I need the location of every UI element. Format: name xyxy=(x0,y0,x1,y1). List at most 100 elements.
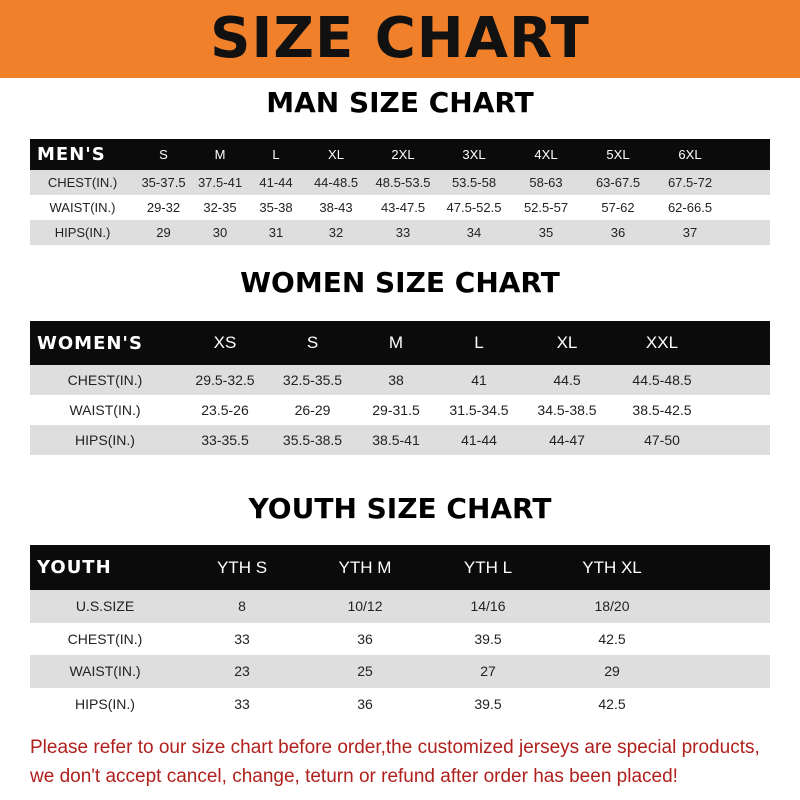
cell: 36 xyxy=(357,695,373,712)
cell: 47-50 xyxy=(644,432,680,448)
cell: 4XL xyxy=(534,147,558,162)
cell: 5XL xyxy=(606,147,630,162)
women-size-table: WOMEN'S XS S M L XL XXL CHEST(IN.) 29.5-32.5 32.5… xyxy=(30,321,770,455)
cell: 44.5-48.5 xyxy=(632,372,692,388)
cell: 29-32 xyxy=(146,200,181,215)
cell: 6XL xyxy=(678,147,702,162)
cell: 42.5 xyxy=(598,630,626,647)
table-row: U.S.SIZE 8 10/12 14/16 18/20 xyxy=(30,590,770,623)
cell: 53.5-58 xyxy=(451,175,497,190)
cell: 48.5-53.5 xyxy=(375,175,431,190)
cell: 35.5-38.5 xyxy=(282,432,343,448)
cell: 32-35 xyxy=(203,200,237,215)
table-row: HIPS(IN.) 33-35.5 35.5-38.5 38.5-41 41-44 44-… xyxy=(30,425,770,455)
cell: 14/16 xyxy=(470,598,506,615)
row-label: CHEST(IN.) xyxy=(67,630,143,647)
cell: 38-43 xyxy=(319,200,353,215)
row-label: HIPS(IN.) xyxy=(75,695,135,712)
cell: S xyxy=(306,333,319,352)
women-section-title: WOMEN SIZE CHART xyxy=(240,266,560,299)
cell: 29 xyxy=(604,663,620,680)
cell: 37.5-41 xyxy=(197,175,243,190)
cell: 23 xyxy=(234,663,250,680)
cell: M xyxy=(388,333,404,352)
cell: 41-44 xyxy=(461,432,497,448)
cell: 44-48.5 xyxy=(313,175,359,190)
cell: 31 xyxy=(268,225,284,240)
page-title: SIZE CHART xyxy=(210,6,590,71)
table-row: WAIST(IN.) 23 25 27 29 xyxy=(30,655,770,688)
cell: 33 xyxy=(234,695,250,712)
cell: L xyxy=(272,147,280,162)
cell: XL xyxy=(556,333,578,352)
table-row: WAIST(IN.) 23.5-26 26-29 29-31.5 31.5-34.5 34… xyxy=(30,395,770,425)
cell: 36 xyxy=(357,630,373,647)
cell: 29 xyxy=(156,225,171,240)
cell: 38 xyxy=(388,372,404,388)
cell: 34 xyxy=(466,225,482,240)
cell: 33 xyxy=(395,225,411,240)
youth-size-table: YOUTH YTH S YTH M YTH L YTH XL U.S.SIZE 8 10/12… xyxy=(30,545,770,720)
cell: XXL xyxy=(645,333,679,352)
cell: 35 xyxy=(538,225,554,240)
cell: 26-29 xyxy=(294,402,331,418)
table-header-row: YOUTH YTH S YTH M YTH L YTH XL xyxy=(30,545,770,590)
row-label: CHEST(IN.) xyxy=(67,372,143,388)
cell: 35-37.5 xyxy=(141,175,186,190)
cell: 29-31.5 xyxy=(372,402,420,418)
cell: 32 xyxy=(328,225,344,240)
youth-section-title: YOUTH SIZE CHART xyxy=(248,492,552,525)
men-section-title: MAN SIZE CHART xyxy=(266,86,534,119)
cell: 25 xyxy=(357,663,373,680)
row-label: HIPS(IN.) xyxy=(54,225,111,240)
cell: 42.5 xyxy=(598,695,626,712)
cell: 47.5-52.5 xyxy=(446,200,502,215)
table-header-row: WOMEN'S XS S M L XL XXL xyxy=(30,321,770,365)
men-size-table: MEN'S S M L XL 2XL 3XL 4XL 5XL 6XL CHEST(IN.) 35-37… xyxy=(30,139,770,245)
row-label: WOMEN'S xyxy=(37,332,143,354)
table-row: CHEST(IN.) 29.5-32.5 32.5-35.5 38 41 44.5 44.5… xyxy=(30,365,770,395)
table-row: CHEST(IN.) 33 36 39.5 42.5 xyxy=(30,622,770,655)
cell: 8 xyxy=(238,598,246,615)
title-banner: SIZE CHART xyxy=(0,0,800,78)
disclaimer-note: Please refer to our size chart before or… xyxy=(30,733,790,791)
cell: 41-44 xyxy=(259,175,293,190)
cell: 35-38 xyxy=(259,200,293,215)
cell: 44-47 xyxy=(549,432,585,448)
cell: S xyxy=(159,147,168,162)
row-label: HIPS(IN.) xyxy=(75,432,135,448)
cell: 57-62 xyxy=(601,200,635,215)
cell: 2XL xyxy=(391,147,415,162)
note-line-1: Please refer to our size chart before or… xyxy=(30,737,760,758)
cell: 36 xyxy=(610,225,626,240)
cell: 33-35.5 xyxy=(201,432,249,448)
cell: 32.5-35.5 xyxy=(282,372,343,388)
cell: 3XL xyxy=(462,147,486,162)
cell: 37 xyxy=(682,225,698,240)
cell: 18/20 xyxy=(594,598,630,615)
cell: YTH M xyxy=(338,557,392,577)
cell: XL xyxy=(328,147,344,162)
table-row: HIPS(IN.) 29 30 31 32 33 34 35 36 37 xyxy=(30,220,770,245)
row-label: WAIST(IN.) xyxy=(69,663,141,680)
cell: YTH S xyxy=(216,557,268,577)
row-label: CHEST(IN.) xyxy=(47,175,118,190)
cell: 63-67.5 xyxy=(595,175,641,190)
cell: 10/12 xyxy=(347,598,383,615)
row-label: WAIST(IN.) xyxy=(49,200,116,215)
cell: M xyxy=(214,147,226,162)
cell: 39.5 xyxy=(474,630,502,647)
cell: 38.5-41 xyxy=(372,432,420,448)
cell: 38.5-42.5 xyxy=(632,402,692,418)
cell: YTH L xyxy=(463,557,513,577)
cell: 33 xyxy=(234,630,250,647)
cell: 43-47.5 xyxy=(380,200,426,215)
cell: 67.5-72 xyxy=(667,175,713,190)
cell: 44.5 xyxy=(553,372,581,388)
cell: 39.5 xyxy=(474,695,502,712)
cell: 23.5-26 xyxy=(201,402,249,418)
cell: 29.5-32.5 xyxy=(195,372,255,388)
cell: 62-66.5 xyxy=(667,200,713,215)
table-row: CHEST(IN.) 35-37.5 37.5-41 41-44 44-48.5 48.5… xyxy=(30,170,770,195)
table-row: WAIST(IN.) 29-32 32-35 35-38 38-43 43-47.5 47.… xyxy=(30,195,770,220)
